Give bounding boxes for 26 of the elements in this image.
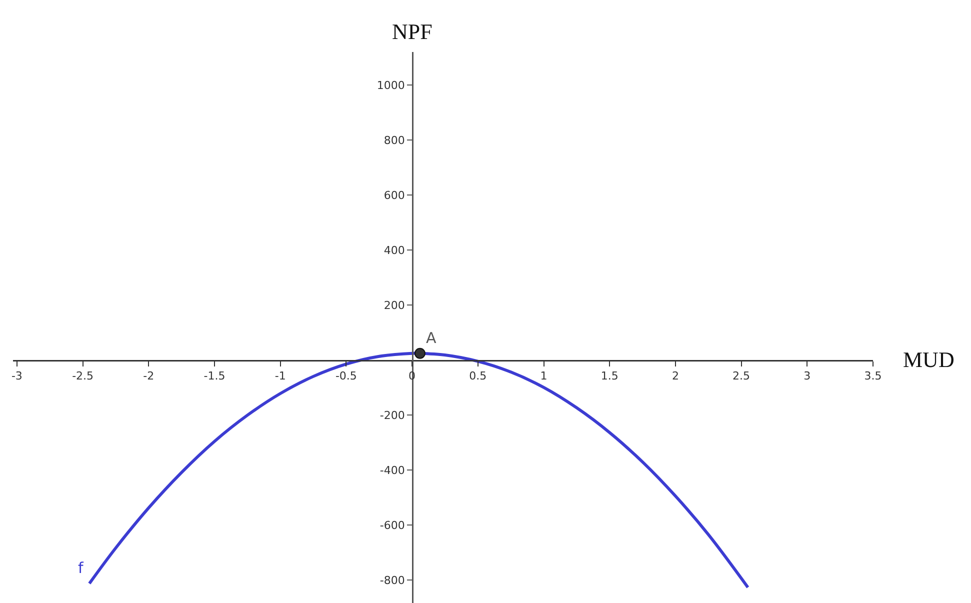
x-tick-label: -2 [143,370,154,383]
y-tick-label: 600 [384,188,405,202]
y-tick-label: -600 [380,518,405,532]
y-axis-title: NPF [392,19,432,44]
y-tick-label: 200 [384,298,405,312]
x-axis-title: MUD [903,347,954,372]
x-tick-label: -1.5 [204,370,226,383]
y-tick-label: -200 [380,408,405,422]
x-tick-label: 3.5 [864,370,882,383]
y-tick-label: 800 [384,134,405,147]
y-tick-label: -800 [380,574,405,587]
x-tick-label: -0.5 [335,370,357,383]
x-tick-label: 3 [804,370,811,383]
x-tick-label: 2.5 [732,370,750,383]
x-tick-label: 1.5 [600,370,618,383]
x-tick-label: -2.5 [72,370,94,383]
x-tick-label: -3 [11,370,22,383]
x-tick-label: 1 [540,370,548,383]
series-label: A [426,329,437,347]
y-tick-label: -400 [380,464,405,477]
x-tick-label: 0.5 [469,370,487,383]
x-tick-label: 2 [672,370,679,383]
y-tick-label: 400 [384,244,405,257]
series-label: f [78,559,84,577]
y-tick-label: 1000 [376,78,405,92]
x-tick-label: -1 [274,370,286,383]
